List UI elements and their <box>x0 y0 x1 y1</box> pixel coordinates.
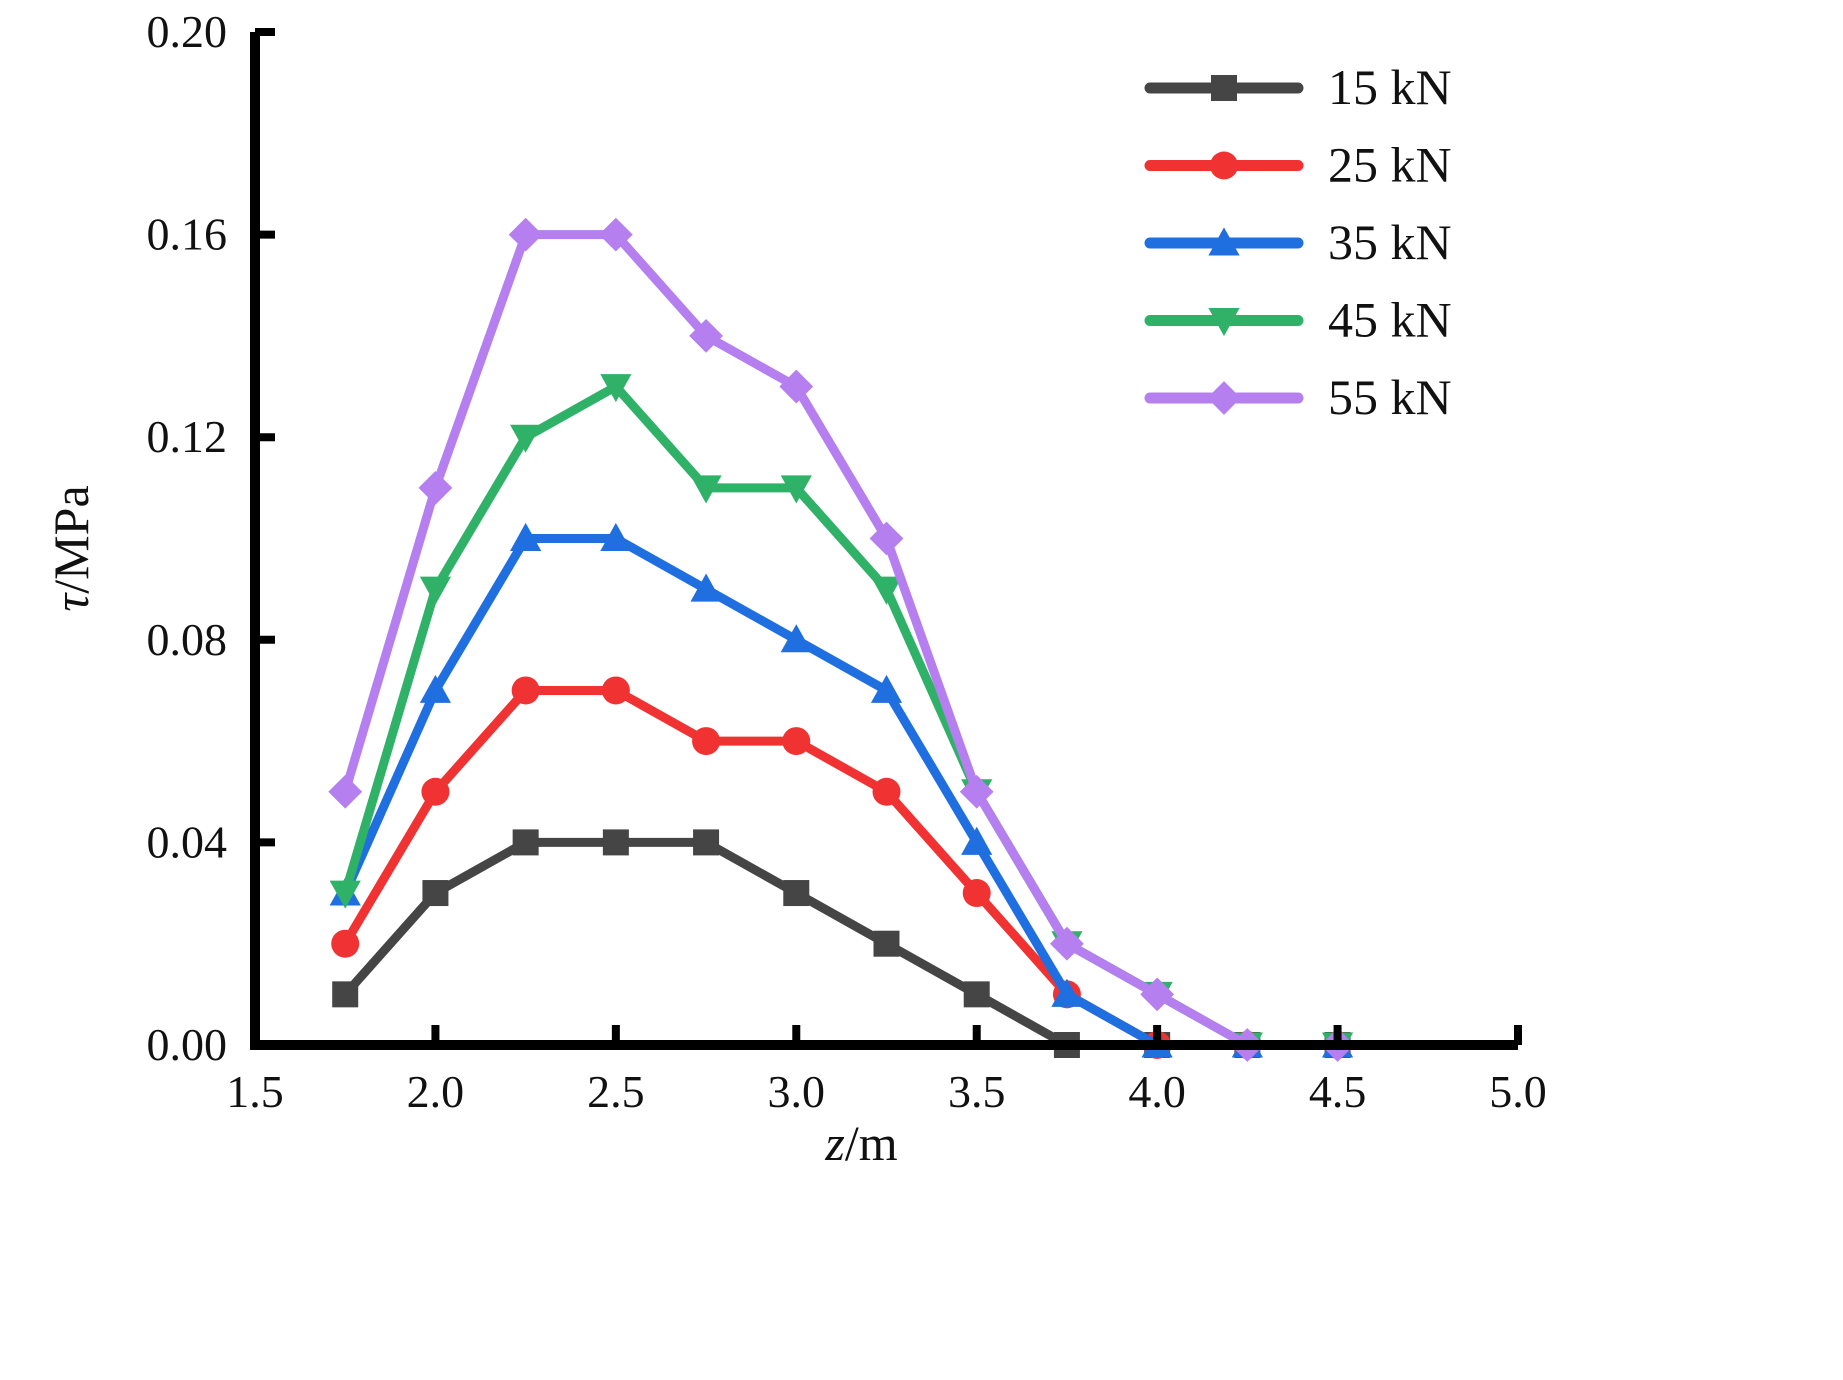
data-point-55kn <box>959 774 994 809</box>
series-line-35kn <box>340 534 1343 1050</box>
data-point-35kn <box>600 522 632 551</box>
x-tick-label: 1.5 <box>226 1066 284 1117</box>
data-point-15kn <box>873 930 900 957</box>
data-point-45kn <box>600 374 632 403</box>
data-point-35kn <box>510 522 542 551</box>
data-point-25kn <box>962 879 991 908</box>
x-axis-title-unit: /m <box>845 1115 898 1171</box>
data-point-25kn <box>782 727 811 756</box>
data-point-45kn <box>690 475 722 504</box>
legend-label: 25 kN <box>1328 137 1452 193</box>
ticks-layer: 0.00 0.04 0.08 0.12 0.16 0.20 1.5 2.0 2.5 3.0 3.5 4… <box>147 6 1547 1117</box>
y-tick-label: 0.08 <box>147 614 228 665</box>
data-point-55kn <box>328 774 363 809</box>
x-axis-title-symbol: z <box>824 1115 844 1171</box>
data-point-15kn <box>783 880 810 907</box>
data-point-25kn <box>692 727 721 756</box>
data-point-35kn <box>419 674 452 703</box>
data-point-45kn <box>419 576 452 605</box>
x-tick-label: 3.0 <box>768 1066 826 1117</box>
data-point-35kn <box>690 573 722 602</box>
x-tick-label: 4.5 <box>1309 1066 1367 1117</box>
data-point-55kn <box>508 217 543 252</box>
data-point-15kn <box>693 829 720 856</box>
series-45kn <box>329 374 1354 1061</box>
x-tick-label: 4.0 <box>1128 1066 1186 1117</box>
legend-item-25kn: 25 kN <box>1144 137 1452 193</box>
legend-label: 15 kN <box>1328 59 1452 115</box>
data-point-55kn <box>689 319 723 353</box>
legend: 15 kN 25 kN 35 kN 45 kN 55 kN <box>1144 59 1452 425</box>
y-tick-label: 0.12 <box>147 411 228 462</box>
data-point-55kn <box>779 369 814 404</box>
data-point-35kn <box>870 674 903 703</box>
y-axis-title-symbol: τ <box>43 592 99 612</box>
data-point-15kn <box>422 880 449 907</box>
data-point-35kn <box>961 826 993 855</box>
x-tick-label: 2.5 <box>587 1066 645 1117</box>
y-axis-title: τ/MPa <box>43 485 99 611</box>
legend-marker <box>1211 75 1237 101</box>
legend-item-55kn: 55 kN <box>1144 369 1452 425</box>
series-layer <box>328 217 1355 1062</box>
series-line-45kn <box>340 382 1343 1050</box>
data-point-55kn <box>418 470 453 505</box>
data-point-15kn <box>602 829 629 856</box>
data-point-35kn <box>780 624 812 653</box>
legend-item-45kn: 45 kN <box>1144 292 1452 348</box>
data-point-35kn <box>1051 978 1083 1007</box>
x-tick-label: 5.0 <box>1489 1066 1547 1117</box>
axes-layer <box>250 32 1518 1050</box>
series-line-55kn <box>340 230 1343 1050</box>
legend-marker <box>1207 381 1241 415</box>
x-axis-title: z/m <box>824 1115 897 1171</box>
legend-marker <box>1208 308 1240 337</box>
data-point-55kn <box>598 217 633 252</box>
y-tick-label: 0.20 <box>147 6 228 57</box>
data-point-15kn <box>512 829 539 856</box>
legend-label: 35 kN <box>1328 214 1452 270</box>
data-point-25kn <box>872 777 901 806</box>
series-15kn <box>332 829 1351 1058</box>
data-point-15kn <box>963 981 990 1008</box>
legend-marker <box>1208 227 1240 256</box>
data-point-55kn <box>869 521 904 556</box>
data-point-25kn <box>511 676 540 705</box>
legend-marker <box>1210 151 1238 180</box>
data-point-45kn <box>780 475 812 504</box>
series-55kn <box>328 217 1355 1062</box>
series-line-25kn <box>340 685 1343 1050</box>
y-tick-label: 0.00 <box>147 1019 228 1070</box>
data-point-55kn <box>1140 977 1175 1012</box>
data-point-45kn <box>870 576 903 605</box>
data-point-15kn <box>332 981 359 1008</box>
x-tick-label: 3.5 <box>948 1066 1006 1117</box>
data-point-25kn <box>331 929 360 958</box>
data-point-45kn <box>329 880 361 909</box>
data-point-25kn <box>601 676 630 705</box>
y-tick-label: 0.16 <box>147 209 228 260</box>
legend-item-35kn: 35 kN <box>1144 214 1452 270</box>
data-point-55kn <box>1050 926 1084 961</box>
data-point-25kn <box>421 777 450 806</box>
legend-label: 45 kN <box>1328 292 1452 348</box>
data-point-45kn <box>510 424 542 453</box>
x-tick-label: 2.0 <box>407 1066 465 1117</box>
legend-item-15kn: 15 kN <box>1144 59 1452 115</box>
legend-label: 55 kN <box>1328 369 1452 425</box>
y-tick-label: 0.04 <box>147 816 228 867</box>
y-axis-title-unit: /MPa <box>43 485 99 593</box>
series-35kn <box>329 522 1354 1058</box>
